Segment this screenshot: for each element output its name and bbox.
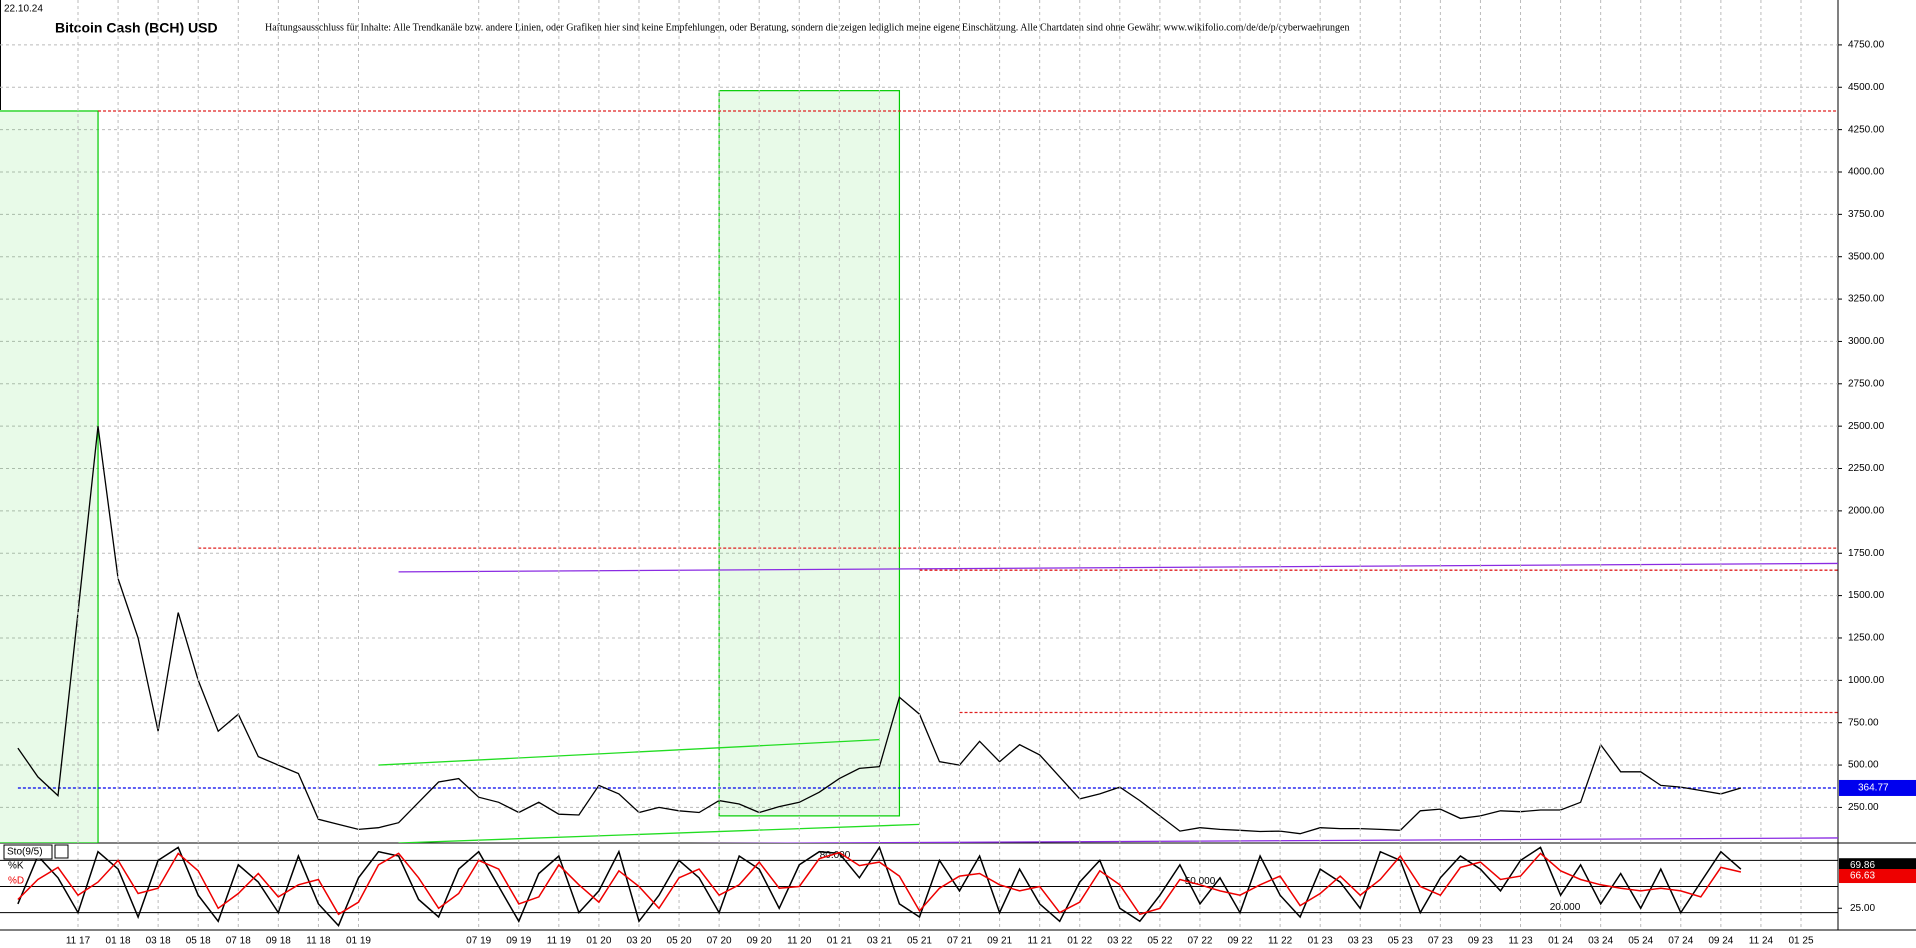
- x-tick-label: 05 20: [667, 936, 692, 947]
- level-label: 20.000: [1550, 902, 1581, 913]
- y-tick-label: 1250.00: [1848, 633, 1885, 644]
- x-tick-label: 05 21: [907, 936, 932, 947]
- panel-title-box: [3, 844, 53, 860]
- x-tick-label: 09 24: [1708, 936, 1733, 947]
- y-tick-label: 25.00: [1850, 903, 1875, 914]
- y-tick-label: 3250.00: [1848, 294, 1885, 305]
- x-tick-label: 05 24: [1628, 936, 1653, 947]
- x-tick-label: 09 23: [1468, 936, 1493, 947]
- x-tick-label: 07 23: [1428, 936, 1453, 947]
- x-tick-label: 03 20: [626, 936, 651, 947]
- x-tick-label: 05 22: [1147, 936, 1172, 947]
- y-tick-label: 2250.00: [1848, 463, 1885, 474]
- x-tick-label: 07 20: [707, 936, 732, 947]
- x-tick-label: 11 23: [1508, 936, 1533, 947]
- y-tick-label: 1000.00: [1848, 675, 1885, 686]
- x-tick-label: 11 19: [547, 936, 572, 947]
- x-tick-label: 03 24: [1588, 936, 1613, 947]
- value-tag: 66.63: [1850, 871, 1875, 882]
- value-tag: 69.86: [1850, 860, 1875, 871]
- x-tick-label: 01 18: [106, 936, 131, 947]
- trend-line: [378, 738, 880, 766]
- level-label: 80.000: [820, 850, 851, 861]
- x-tick-label: 11 18: [306, 936, 331, 947]
- y-tick-label: 4000.00: [1848, 167, 1885, 178]
- x-tick-label: 07 21: [947, 936, 972, 947]
- x-tick-label: 07 19: [466, 936, 491, 947]
- y-tick-label: 2000.00: [1848, 506, 1885, 517]
- price-line: [17, 426, 1742, 835]
- x-tick-label: 01 23: [1308, 936, 1333, 947]
- stoch-line: [17, 851, 1742, 916]
- x-tick-label: 11 20: [787, 936, 812, 947]
- disclaimer: Haftungsausschluss für Inhalte: Alle Tre…: [265, 22, 1350, 33]
- legend-entry: %D: [8, 876, 24, 887]
- y-tick-label: 1500.00: [1848, 590, 1885, 601]
- y-tick-label: 500.00: [1848, 760, 1879, 771]
- stoch-line: [17, 845, 1742, 927]
- y-tick-label: 2500.00: [1848, 421, 1885, 432]
- x-tick-label: 09 18: [266, 936, 291, 947]
- x-tick-label: 07 18: [226, 936, 251, 947]
- y-tick-label: 4750.00: [1848, 40, 1885, 51]
- x-tick-label: 11 17: [66, 936, 91, 947]
- value-tag-bg: [1839, 858, 1916, 873]
- level-label: 50.000: [1185, 876, 1216, 887]
- x-tick-label: 09 21: [987, 936, 1012, 947]
- y-tick-label: 3500.00: [1848, 251, 1885, 262]
- x-tick-label: 01 19: [346, 936, 371, 947]
- x-tick-label: 03 21: [867, 936, 892, 947]
- x-tick-label: 03 23: [1348, 936, 1373, 947]
- y-tick-label: 3750.00: [1848, 209, 1885, 220]
- x-tick-label: 05 18: [186, 936, 211, 947]
- x-tick-label: 09 19: [506, 936, 531, 947]
- x-tick-label: 11 22: [1268, 936, 1293, 947]
- price-tag: 364.77: [1858, 783, 1889, 794]
- y-tick-label: 250.00: [1848, 802, 1879, 813]
- y-tick-label: 2750.00: [1848, 378, 1885, 389]
- x-tick-label: 05 23: [1388, 936, 1413, 947]
- date: 22.10.24: [4, 4, 43, 15]
- value-tag-bg: [1839, 869, 1916, 884]
- x-tick-label: 03 22: [1107, 936, 1132, 947]
- x-tick-label: 11 21: [1028, 936, 1053, 947]
- x-tick-label: 01 22: [1067, 936, 1092, 947]
- y-tick-label: 1750.00: [1848, 548, 1885, 559]
- y-tick-label: 4500.00: [1848, 82, 1885, 93]
- legend-entry: %K: [8, 861, 24, 872]
- trend-line: [398, 823, 920, 843]
- x-tick-label: 01 25: [1788, 936, 1813, 947]
- highlight-zone: [718, 90, 901, 817]
- x-tick-label: 09 20: [747, 936, 772, 947]
- x-tick-label: 07 22: [1187, 936, 1212, 947]
- panel-title: Sto(9/5): [7, 847, 43, 858]
- y-tick-label: 3000.00: [1848, 336, 1885, 347]
- x-tick-label: 11 24: [1749, 936, 1774, 947]
- x-tick-label: 01 20: [586, 936, 611, 947]
- x-tick-label: 01 21: [827, 936, 852, 947]
- y-tick-label: 4250.00: [1848, 124, 1885, 135]
- panel-button[interactable]: [54, 844, 69, 859]
- highlight-zone: [0, 110, 99, 843]
- y-tick-label: 750.00: [1848, 717, 1879, 728]
- x-tick-label: 01 24: [1548, 936, 1573, 947]
- chart-title: Bitcoin Cash (BCH) USD: [55, 20, 218, 36]
- price-tag-bg: [1839, 779, 1916, 796]
- x-tick-label: 07 24: [1668, 936, 1693, 947]
- x-tick-label: 09 22: [1228, 936, 1253, 947]
- x-tick-label: 03 18: [146, 936, 171, 947]
